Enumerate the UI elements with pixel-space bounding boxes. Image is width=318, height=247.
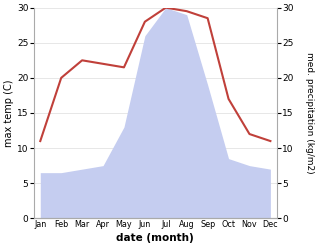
Y-axis label: med. precipitation (kg/m2): med. precipitation (kg/m2): [305, 52, 314, 174]
X-axis label: date (month): date (month): [116, 233, 194, 243]
Y-axis label: max temp (C): max temp (C): [4, 79, 14, 147]
